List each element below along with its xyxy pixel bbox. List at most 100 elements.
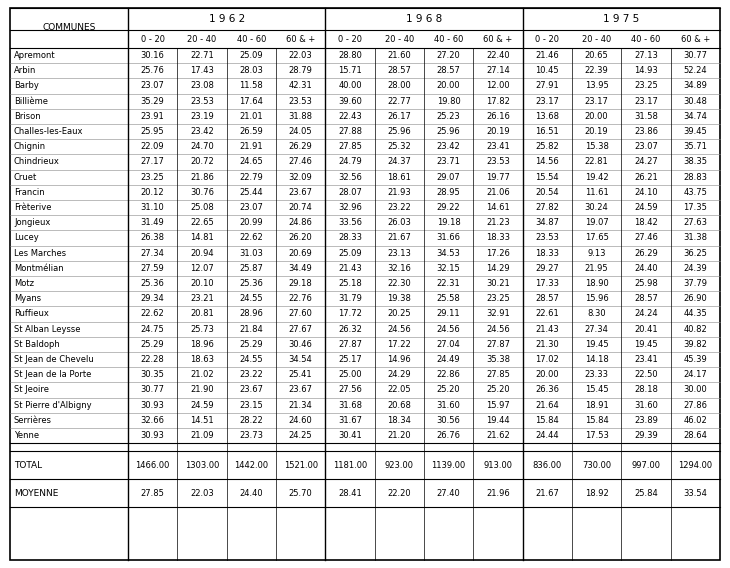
Text: 22.03: 22.03 — [289, 51, 312, 60]
Text: 25.32: 25.32 — [388, 143, 411, 151]
Text: 23.41: 23.41 — [486, 143, 510, 151]
Text: 30.56: 30.56 — [437, 416, 461, 425]
Text: 25.09: 25.09 — [338, 249, 362, 258]
Text: 15.97: 15.97 — [486, 400, 510, 410]
Text: 24.39: 24.39 — [683, 264, 707, 273]
Text: 29.39: 29.39 — [634, 431, 658, 440]
Text: 27.88: 27.88 — [338, 127, 362, 136]
Text: 21.96: 21.96 — [486, 488, 510, 498]
Text: 24.29: 24.29 — [388, 370, 411, 379]
Text: 20.72: 20.72 — [190, 157, 214, 166]
Text: 26.20: 26.20 — [289, 233, 312, 243]
Text: 33.54: 33.54 — [683, 488, 707, 498]
Text: 17.72: 17.72 — [338, 310, 362, 319]
Text: 24.59: 24.59 — [191, 400, 214, 410]
Text: 32.91: 32.91 — [486, 310, 510, 319]
Text: 28.57: 28.57 — [437, 66, 461, 76]
Text: 23.71: 23.71 — [437, 157, 461, 166]
Text: 22.43: 22.43 — [338, 112, 362, 121]
Text: 23.17: 23.17 — [585, 97, 609, 106]
Text: 29.34: 29.34 — [141, 294, 164, 303]
Text: 14.96: 14.96 — [388, 355, 411, 364]
Text: 27.46: 27.46 — [634, 233, 658, 243]
Text: 25.70: 25.70 — [289, 488, 312, 498]
Text: 24.37: 24.37 — [388, 157, 411, 166]
Text: 18.33: 18.33 — [486, 233, 510, 243]
Text: 40 - 60: 40 - 60 — [434, 35, 464, 44]
Text: 21.90: 21.90 — [191, 386, 214, 395]
Text: 23.07: 23.07 — [239, 203, 264, 212]
Text: Ruffieux: Ruffieux — [14, 310, 49, 319]
Text: 14.18: 14.18 — [585, 355, 609, 364]
Text: 29.18: 29.18 — [289, 279, 312, 288]
Text: 24.56: 24.56 — [437, 325, 461, 333]
Text: 17.53: 17.53 — [585, 431, 609, 440]
Text: 15.96: 15.96 — [585, 294, 609, 303]
Text: 35.71: 35.71 — [683, 143, 707, 151]
Text: 14.56: 14.56 — [536, 157, 559, 166]
Text: 23.89: 23.89 — [634, 416, 658, 425]
Text: 997.00: 997.00 — [631, 461, 661, 470]
Text: 13.95: 13.95 — [585, 81, 609, 90]
Text: Les Marches: Les Marches — [14, 249, 66, 258]
Text: 17.02: 17.02 — [536, 355, 559, 364]
Text: 17.35: 17.35 — [683, 203, 707, 212]
Text: 23.22: 23.22 — [239, 370, 264, 379]
Text: 17.64: 17.64 — [239, 97, 264, 106]
Text: 39.82: 39.82 — [683, 340, 707, 349]
Text: 20.19: 20.19 — [585, 127, 609, 136]
Text: 18.91: 18.91 — [585, 400, 609, 410]
Text: 32.96: 32.96 — [338, 203, 362, 212]
Text: 27.91: 27.91 — [536, 81, 559, 90]
Text: 31.49: 31.49 — [141, 218, 164, 227]
Text: 39.45: 39.45 — [683, 127, 707, 136]
Text: 27.14: 27.14 — [486, 66, 510, 76]
Text: 31.68: 31.68 — [338, 400, 362, 410]
Text: 38.35: 38.35 — [683, 157, 707, 166]
Text: 27.87: 27.87 — [338, 340, 362, 349]
Text: 23.53: 23.53 — [535, 233, 559, 243]
Text: 30.76: 30.76 — [190, 188, 214, 197]
Text: 27.20: 27.20 — [437, 51, 461, 60]
Text: TOTAL: TOTAL — [14, 461, 42, 470]
Text: 23.25: 23.25 — [486, 294, 510, 303]
Text: 34.54: 34.54 — [289, 355, 312, 364]
Text: 30.24: 30.24 — [585, 203, 609, 212]
Text: 30.21: 30.21 — [486, 279, 510, 288]
Text: 22.05: 22.05 — [388, 386, 411, 395]
Text: 25.23: 25.23 — [437, 112, 461, 121]
Text: St Jean de Chevelu: St Jean de Chevelu — [14, 355, 93, 364]
Text: 27.04: 27.04 — [437, 340, 461, 349]
Text: 1139.00: 1139.00 — [431, 461, 466, 470]
Text: Jongieux: Jongieux — [14, 218, 50, 227]
Text: 20.10: 20.10 — [191, 279, 214, 288]
Text: MOYENNE: MOYENNE — [14, 488, 58, 498]
Text: 17.43: 17.43 — [190, 66, 214, 76]
Text: 23.67: 23.67 — [288, 188, 312, 197]
Text: 25.84: 25.84 — [634, 488, 658, 498]
Text: 28.64: 28.64 — [683, 431, 707, 440]
Text: 40.00: 40.00 — [338, 81, 362, 90]
Text: 20.00: 20.00 — [585, 112, 609, 121]
Text: 34.74: 34.74 — [683, 112, 707, 121]
Text: 22.61: 22.61 — [536, 310, 559, 319]
Text: 27.59: 27.59 — [141, 264, 164, 273]
Text: 33.56: 33.56 — [338, 218, 362, 227]
Text: 22.40: 22.40 — [486, 51, 510, 60]
Text: 20.74: 20.74 — [289, 203, 312, 212]
Text: 1521.00: 1521.00 — [283, 461, 318, 470]
Text: 24.75: 24.75 — [141, 325, 164, 333]
Text: 24.44: 24.44 — [536, 431, 559, 440]
Text: 1294.00: 1294.00 — [678, 461, 712, 470]
Text: 27.85: 27.85 — [338, 143, 362, 151]
Text: 20 - 40: 20 - 40 — [582, 35, 611, 44]
Text: 21.43: 21.43 — [338, 264, 362, 273]
Text: 21.60: 21.60 — [388, 51, 411, 60]
Text: 0 - 20: 0 - 20 — [338, 35, 362, 44]
Text: 31.66: 31.66 — [437, 233, 461, 243]
Text: 20.41: 20.41 — [634, 325, 658, 333]
Text: 22.65: 22.65 — [190, 218, 214, 227]
Text: 14.51: 14.51 — [191, 416, 214, 425]
Text: 21.62: 21.62 — [486, 431, 510, 440]
Text: 22.62: 22.62 — [141, 310, 164, 319]
